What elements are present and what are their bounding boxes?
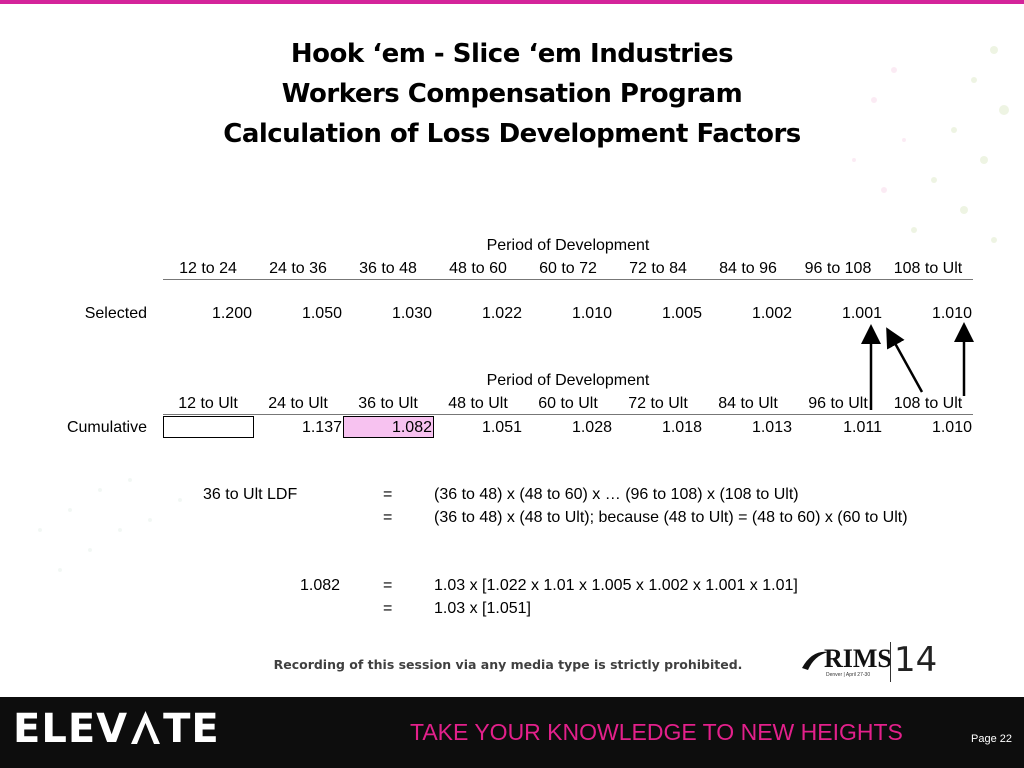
title-line-1: Hook ‘em - Slice ‘em Industries — [290, 39, 734, 69]
elevate-logo-a-icon — [129, 708, 162, 746]
formula-label: 36 to Ult LDF — [203, 486, 298, 503]
selected-header: 36 to 48 — [359, 260, 417, 277]
recording-notice: Recording of this session via any media … — [273, 657, 743, 672]
selected-header: 72 to 84 — [629, 260, 687, 277]
selected-value: 1.010 — [571, 305, 612, 322]
rims-logo: RIMS Denver | April 27-30 14 — [800, 638, 938, 686]
tagline: TAKE YOUR KNOWLEDGE TO NEW HEIGHTS — [410, 719, 903, 745]
equals-sign: = — [383, 577, 393, 594]
arrow-diagonal-icon — [886, 327, 924, 393]
selected-header: 24 to 36 — [269, 260, 327, 277]
selected-header: 48 to 60 — [449, 260, 507, 277]
elevate-logo-right: TE — [163, 706, 220, 752]
cumulative-header: 60 to Ult — [538, 395, 598, 412]
rims-small-text: Denver | April 27-30 — [826, 672, 871, 678]
cumulative-value: 1.011 — [843, 419, 882, 436]
selected-value: 1.002 — [751, 305, 792, 322]
selected-header: 96 to 108 — [804, 260, 872, 277]
formula-line-1: (36 to 48) x (48 to 60) x … (96 to 108) … — [434, 486, 799, 503]
cumulative-value: 1.013 — [751, 419, 792, 436]
cumulative-value: 1.028 — [571, 419, 612, 436]
cumulative-header-underline — [163, 414, 973, 415]
equals-sign: = — [383, 486, 393, 503]
cumulative-value: 1.010 — [931, 419, 972, 436]
selected-row-label: Selected — [84, 305, 147, 322]
formula-value: 1.082 — [300, 577, 341, 594]
formula-line-4: 1.03 x [1.051] — [434, 600, 531, 617]
top-accent-bar — [0, 0, 1024, 4]
equals-sign: = — [383, 600, 393, 617]
cumulative-header: 24 to Ult — [268, 395, 328, 412]
cumulative-header: 72 to Ult — [628, 395, 688, 412]
selected-value: 1.050 — [301, 305, 342, 322]
cumulative-table-caption: Period of Development — [486, 372, 650, 389]
cumulative-value: 1.137 — [301, 419, 342, 436]
highlighted-cell-box — [343, 416, 434, 438]
selected-value: 1.022 — [481, 305, 522, 322]
development-arrows — [861, 322, 974, 410]
selected-header: 12 to 24 — [179, 260, 237, 277]
cumulative-header: 108 to Ult — [893, 395, 963, 412]
selected-value: 1.030 — [391, 305, 432, 322]
selected-value: 1.200 — [211, 305, 252, 322]
selected-value: 1.001 — [841, 305, 882, 322]
formula-line-3: 1.03 x [1.022 x 1.01 x 1.005 x 1.002 x 1… — [434, 577, 798, 594]
rims-wordmark: RIMS — [824, 644, 892, 673]
selected-header: 60 to 72 — [539, 260, 597, 277]
elevate-logo: ELEV TE — [13, 706, 220, 752]
decorative-dots-left — [38, 478, 182, 572]
equals-sign: = — [383, 509, 393, 526]
decorative-dots-right — [852, 46, 1009, 243]
formula-line-2: (36 to 48) x (48 to Ult); because (48 to… — [434, 509, 908, 526]
cumulative-header: 96 to Ult — [808, 395, 868, 412]
selected-header: 84 to 96 — [719, 260, 777, 277]
selected-table-caption: Period of Development — [486, 237, 650, 254]
rims-swoosh-icon — [802, 651, 828, 670]
cumulative-value: 1.051 — [481, 419, 522, 436]
cumulative-header: 84 to Ult — [718, 395, 778, 412]
cumulative-value: 1.018 — [661, 419, 702, 436]
elevate-logo-left: ELEV — [13, 706, 129, 752]
selected-value: 1.010 — [931, 305, 972, 322]
empty-cell-box — [163, 416, 254, 438]
title-line-2: Workers Compensation Program — [281, 79, 743, 109]
selected-value: 1.005 — [661, 305, 702, 322]
cumulative-value-highlighted: 1.082 — [391, 419, 432, 436]
cumulative-row-label: Cumulative — [66, 419, 147, 436]
selected-header-underline — [163, 279, 973, 280]
rims-number: 14 — [894, 640, 938, 680]
selected-header: 108 to Ult — [893, 260, 963, 277]
cumulative-header: 36 to Ult — [358, 395, 418, 412]
rims-divider — [890, 642, 891, 682]
cumulative-header: 48 to Ult — [448, 395, 508, 412]
page-number: Page 22 — [971, 733, 1012, 745]
footer-bar — [0, 697, 1024, 768]
title-line-3: Calculation of Loss Development Factors — [223, 119, 801, 149]
cumulative-header: 12 to Ult — [178, 395, 238, 412]
